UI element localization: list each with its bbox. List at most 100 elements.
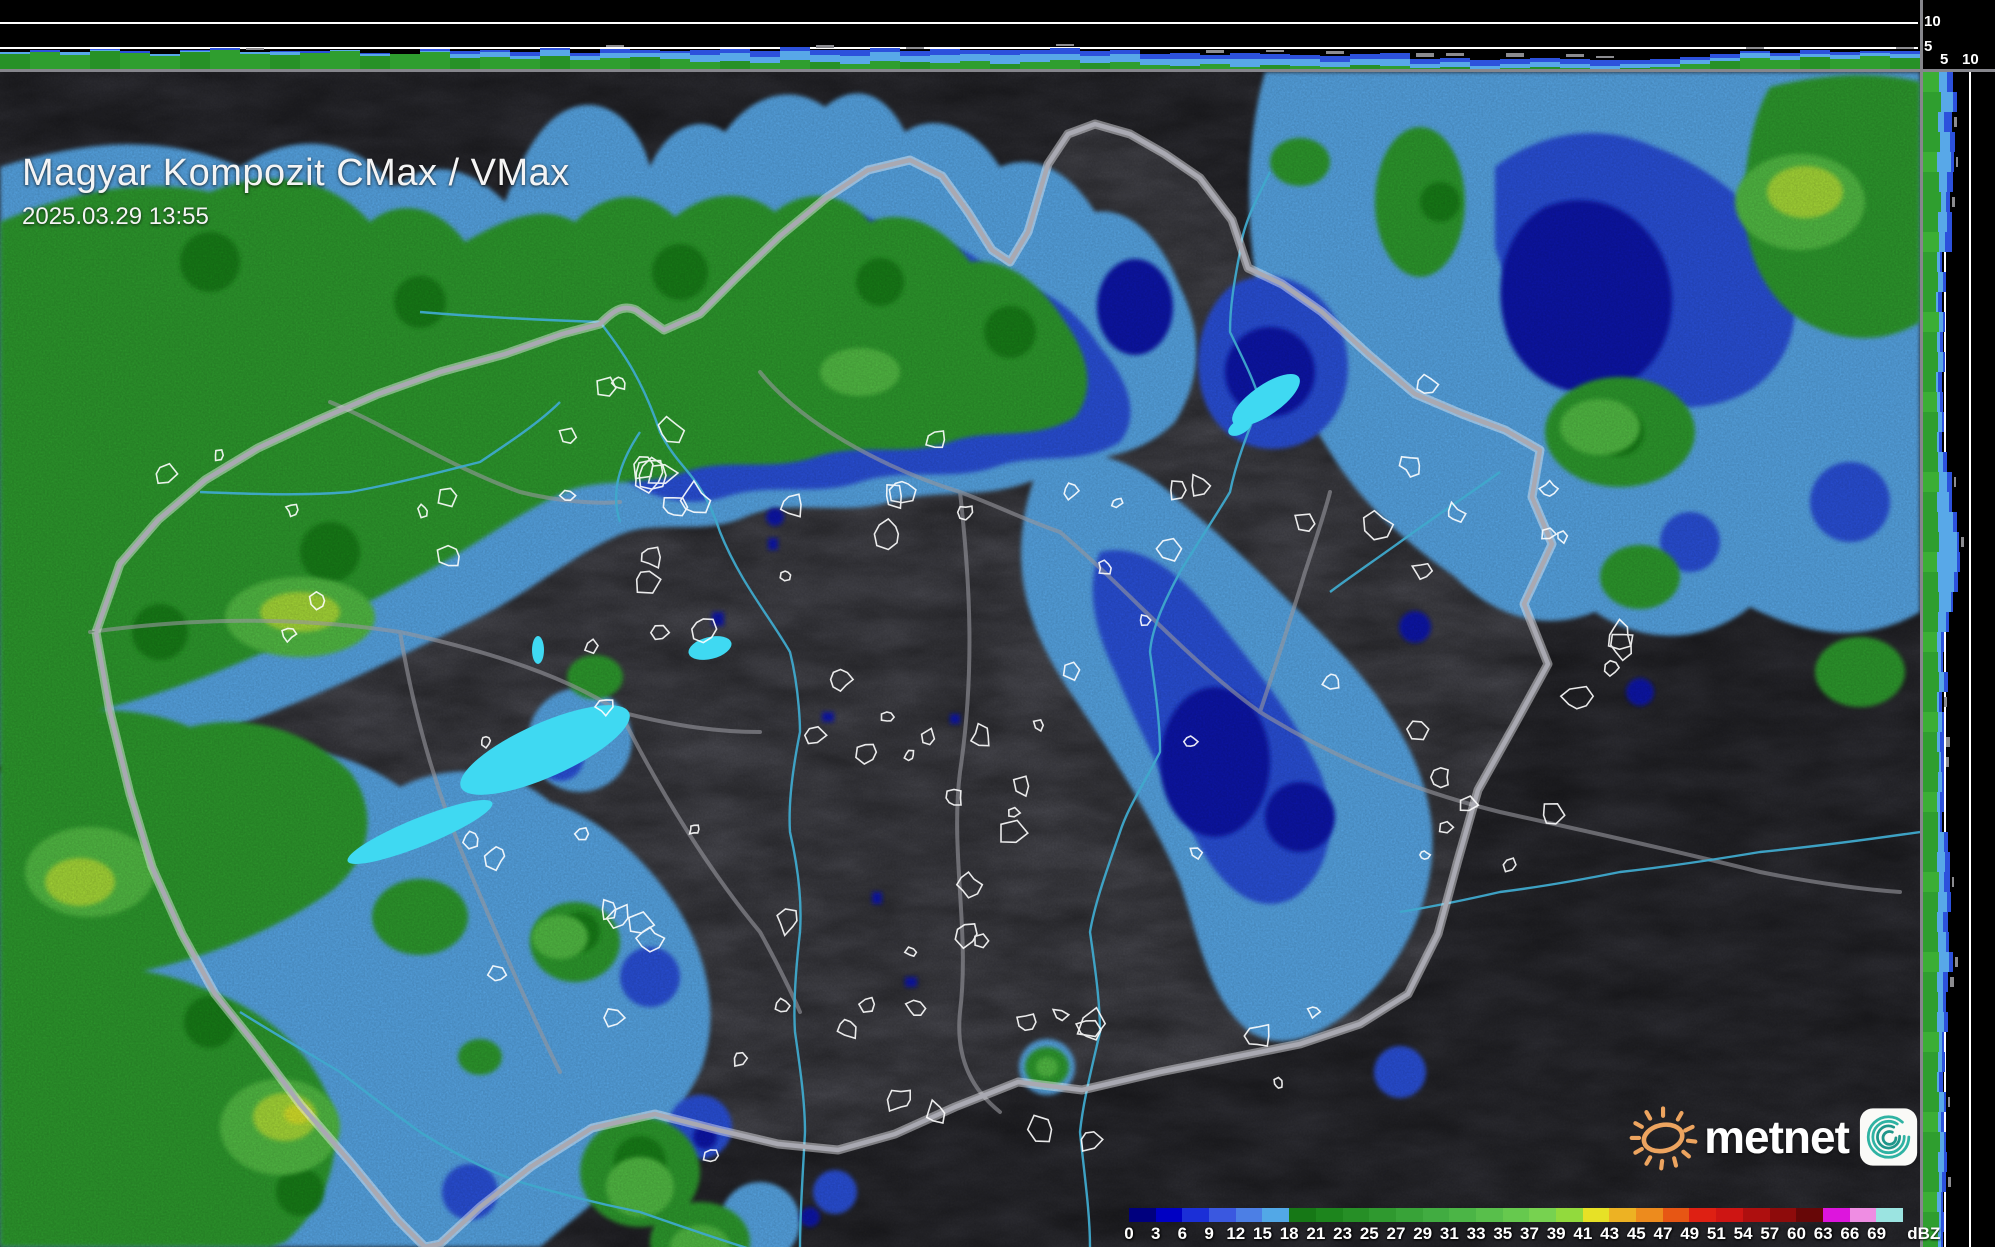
colorbar-tick-label: 45 bbox=[1626, 1224, 1646, 1243]
settlement-outline bbox=[1191, 473, 1212, 497]
colorbar-swatch bbox=[1609, 1208, 1637, 1222]
colorbar-swatch bbox=[1502, 1208, 1530, 1222]
colorbar-swatch bbox=[1395, 1208, 1423, 1222]
colorbar-tick-label: 51 bbox=[1706, 1224, 1726, 1243]
colorbar-swatch bbox=[1289, 1208, 1316, 1222]
settlement-outline bbox=[635, 570, 662, 594]
settlement-outline bbox=[640, 546, 662, 569]
settlement-outline bbox=[679, 479, 712, 514]
radar-map: Magyar Kompozit CMax / VMax 2025.03.29 1… bbox=[0, 72, 1921, 1247]
colorbar-swatch bbox=[1342, 1208, 1370, 1222]
settlement-outline bbox=[1537, 479, 1560, 497]
colorbar-tick-label: 21 bbox=[1306, 1224, 1326, 1243]
settlement-outline bbox=[803, 725, 828, 745]
colorbar-tick-label: 3 bbox=[1150, 1224, 1161, 1243]
settlement-outline bbox=[638, 456, 667, 490]
settlement-outline bbox=[573, 826, 590, 841]
colorbar-swatch bbox=[1475, 1208, 1503, 1222]
settlement-outline bbox=[1000, 819, 1029, 844]
settlement-outline bbox=[925, 430, 946, 449]
settlement-outline bbox=[436, 544, 460, 567]
settlement-outline bbox=[558, 489, 577, 502]
colorbar-tick-label: 25 bbox=[1359, 1224, 1379, 1243]
settlement-outline bbox=[483, 845, 506, 872]
metnet-app-icon bbox=[1859, 1108, 1918, 1166]
corner-bottom-divider bbox=[1920, 69, 1995, 72]
timestamp: 2025.03.29 13:55 bbox=[22, 203, 209, 230]
settlement-outline bbox=[702, 1149, 720, 1163]
colorbar-swatch bbox=[1689, 1208, 1717, 1222]
colorbar-tick-label: 57 bbox=[1760, 1224, 1780, 1243]
settlement-outline bbox=[1438, 820, 1455, 834]
corner-left-divider bbox=[1920, 0, 1923, 72]
colorbar-tick-label: 63 bbox=[1813, 1224, 1833, 1243]
settlement-outline bbox=[829, 668, 855, 693]
logo-wordmark: metnet bbox=[1704, 1111, 1850, 1163]
top-height-profile bbox=[0, 0, 1920, 72]
colorbar-swatch bbox=[1422, 1208, 1450, 1222]
settlement-outline bbox=[888, 480, 917, 504]
settlement-outline bbox=[903, 946, 918, 958]
colorbar-tick-label: 0 bbox=[1124, 1224, 1134, 1243]
settlement-outline bbox=[583, 638, 599, 655]
colorbar-tick-label: 15 bbox=[1253, 1224, 1272, 1243]
terrain-grain bbox=[0, 72, 1920, 1247]
colorbar-tick-label: 43 bbox=[1600, 1224, 1620, 1243]
settlement-outline bbox=[885, 483, 903, 510]
colorbar-swatch bbox=[1636, 1208, 1663, 1222]
settlement-outline bbox=[1607, 618, 1632, 651]
settlement-outline bbox=[657, 415, 686, 444]
page-title: Magyar Kompozit CMax / VMax bbox=[22, 152, 570, 194]
settlement-outline bbox=[558, 427, 578, 445]
settlement-outline bbox=[1182, 735, 1200, 748]
colorbar-swatch bbox=[1262, 1208, 1290, 1222]
settlement-outline bbox=[1556, 530, 1569, 545]
colorbar-swatches bbox=[1129, 1208, 1903, 1222]
colorbar-tick-label: 12 bbox=[1226, 1224, 1246, 1243]
settlement-outline bbox=[1459, 795, 1480, 812]
settlement-outline bbox=[1429, 766, 1449, 789]
settlement-outline bbox=[1321, 673, 1340, 690]
settlement-outline bbox=[969, 722, 990, 747]
colorbar-unit: dBZ bbox=[1907, 1224, 1941, 1243]
settlement-outline bbox=[634, 926, 666, 953]
colorbar-swatch bbox=[1716, 1208, 1743, 1222]
lake-balaton bbox=[460, 705, 630, 795]
settlement-outline bbox=[855, 743, 878, 765]
settlement-outline bbox=[873, 517, 900, 551]
settlement-outline bbox=[662, 497, 689, 517]
colorbar-tick-label: 9 bbox=[1204, 1224, 1214, 1243]
lake-tisza bbox=[1232, 373, 1300, 427]
settlement-outline bbox=[1007, 806, 1022, 818]
colorbar-swatch bbox=[1742, 1208, 1770, 1222]
settlement-outline bbox=[1155, 537, 1183, 562]
colorbar-tick-label: 66 bbox=[1840, 1224, 1860, 1243]
settlement-outline bbox=[1447, 500, 1467, 524]
colorbar-swatch bbox=[1369, 1208, 1396, 1222]
colorbar-tick-label: 69 bbox=[1867, 1224, 1887, 1243]
settlement-outline bbox=[1542, 802, 1566, 825]
settlement-outline bbox=[1273, 1076, 1283, 1089]
colorbar-swatch bbox=[1822, 1208, 1850, 1222]
settlement-outline bbox=[688, 824, 700, 835]
settlement-outline bbox=[1306, 1006, 1322, 1020]
settlement-outline bbox=[945, 788, 962, 806]
colorbar-tick-label: 47 bbox=[1653, 1224, 1673, 1243]
settlement-outline bbox=[1032, 718, 1045, 733]
settlement-outline bbox=[417, 503, 429, 519]
settlement-outline bbox=[461, 830, 479, 850]
settlement-outline bbox=[1398, 455, 1421, 478]
colorbar-swatch bbox=[1769, 1208, 1797, 1222]
settlement-outline bbox=[880, 711, 896, 722]
settlement-outline bbox=[1012, 775, 1030, 798]
right-axis-label-5: 5 bbox=[1940, 51, 1949, 68]
settlement-outline bbox=[486, 964, 508, 982]
settlement-outline bbox=[920, 727, 936, 746]
settlement-outline bbox=[605, 903, 629, 930]
colorbar-tick-label: 27 bbox=[1386, 1224, 1406, 1243]
colorbar-tick-label: 6 bbox=[1177, 1224, 1188, 1243]
settlement-outline bbox=[1170, 480, 1187, 501]
right-axis-label-10: 10 bbox=[1962, 51, 1979, 68]
settlement-outline bbox=[733, 1051, 749, 1067]
settlement-outline bbox=[481, 735, 492, 750]
